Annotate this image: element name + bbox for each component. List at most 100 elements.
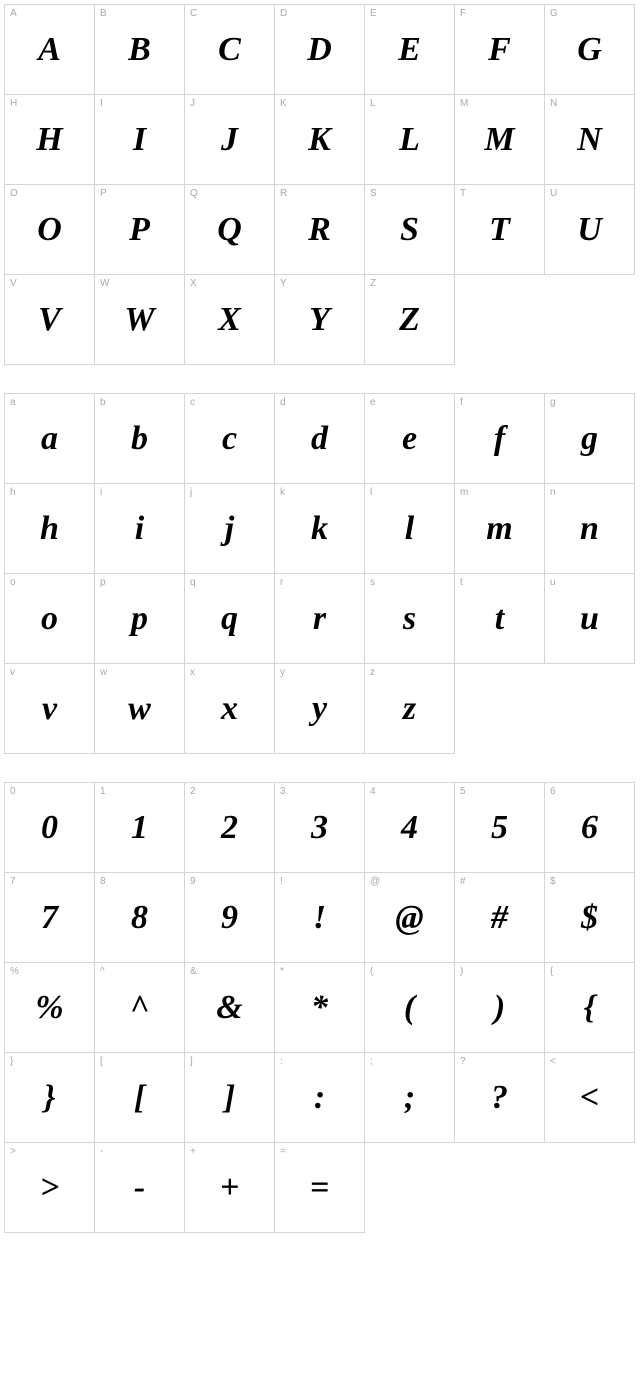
glyph-display: X [218,303,241,337]
glyph-label: Q [190,188,198,199]
glyph-display: ] [224,1081,235,1115]
glyph-cell: II [95,95,185,185]
glyph-cell: !! [275,873,365,963]
glyph-display: T [489,213,510,247]
glyph-display: z [403,692,416,726]
glyph-label: S [370,188,377,199]
glyph-label: Y [280,278,287,289]
character-map: AABBCCDDEEFFGGHHIIJJKKLLMMNNOOPPQQRRSSTT… [4,4,636,1233]
glyph-display: s [403,602,416,636]
glyph-label: h [10,487,16,498]
glyph-label: - [100,1146,103,1157]
glyph-label: ! [280,876,283,887]
glyph-display: C [218,33,241,67]
glyph-cell: }} [5,1053,95,1143]
glyph-cell: 33 [275,783,365,873]
glyph-cell: 11 [95,783,185,873]
glyph-cell: ** [275,963,365,1053]
glyph-cell: QQ [185,185,275,275]
glyph-label: ? [460,1056,466,1067]
glyph-display: t [495,602,504,636]
glyph-label: f [460,397,463,408]
glyph-display: c [222,422,237,456]
glyph-cell: zz [365,664,455,754]
glyph-cell: EE [365,5,455,95]
glyph-display: 9 [221,901,238,935]
glyph-label: z [370,667,375,678]
glyph-label: k [280,487,285,498]
glyph-display: 1 [131,811,148,845]
glyph-cell: ii [95,484,185,574]
glyph-display: G [577,33,602,67]
glyph-label: Z [370,278,376,289]
glyph-label: ; [370,1056,373,1067]
glyph-display: < [580,1081,599,1115]
glyph-cell: YY [275,275,365,365]
glyph-display: 0 [41,811,58,845]
glyph-display: L [399,123,420,157]
glyph-display: V [38,303,61,337]
glyph-label: > [10,1146,16,1157]
glyph-cell: UU [545,185,635,275]
glyph-cell: << [545,1053,635,1143]
glyph-cell: [[ [95,1053,185,1143]
glyph-label: b [100,397,106,408]
glyph-display: x [221,692,238,726]
glyph-label: r [280,577,283,588]
glyph-label: A [10,8,17,19]
glyph-cell: hh [5,484,95,574]
glyph-label: $ [550,876,556,887]
glyph-cell: BB [95,5,185,95]
glyph-label: 5 [460,786,466,797]
glyph-display: ( [404,991,415,1025]
glyph-display: 2 [221,811,238,845]
glyph-label: [ [100,1056,103,1067]
glyph-display: ? [491,1081,508,1115]
glyph-cell: FF [455,5,545,95]
glyph-cell: mm [455,484,545,574]
glyph-display: e [402,422,417,456]
glyph-display: > [40,1171,59,1205]
glyph-display: } [44,1081,56,1115]
glyph-display: r [313,602,326,636]
glyph-label: & [190,966,197,977]
glyph-cell: vv [5,664,95,754]
glyph-label: D [280,8,287,19]
glyph-display: % [35,991,63,1025]
glyph-display: j [225,512,234,546]
glyph-cell: 88 [95,873,185,963]
glyph-display: A [38,33,61,67]
glyph-display: d [311,422,328,456]
glyph-display: l [405,512,414,546]
glyph-label: m [460,487,468,498]
glyph-display: [ [134,1081,145,1115]
glyph-cell: dd [275,394,365,484]
glyph-label: X [190,278,197,289]
glyph-display: q [221,602,238,636]
glyph-display: = [310,1171,329,1205]
glyph-display: * [311,991,328,1025]
glyph-label: { [550,966,553,977]
glyph-label: p [100,577,106,588]
glyph-cell: kk [275,484,365,574]
glyph-cell: >> [5,1143,95,1233]
glyph-label: ) [460,966,463,977]
glyph-label: L [370,98,376,109]
glyph-cell: ## [455,873,545,963]
glyph-label: q [190,577,196,588]
glyph-label: % [10,966,19,977]
glyph-cell: ^^ [95,963,185,1053]
glyph-display: h [40,512,59,546]
glyph-cell: ++ [185,1143,275,1233]
glyph-display: J [221,123,238,157]
glyph-label: : [280,1056,283,1067]
glyph-cell: == [275,1143,365,1233]
glyph-display: u [580,602,599,636]
glyph-label: # [460,876,466,887]
glyph-display: i [135,512,144,546]
glyph-cell: ZZ [365,275,455,365]
glyph-display: 3 [311,811,328,845]
section-lowercase: aabbccddeeffgghhiijjkkllmmnnooppqqrrsstt… [4,393,636,754]
glyph-label: a [10,397,16,408]
glyph-display: F [488,33,511,67]
